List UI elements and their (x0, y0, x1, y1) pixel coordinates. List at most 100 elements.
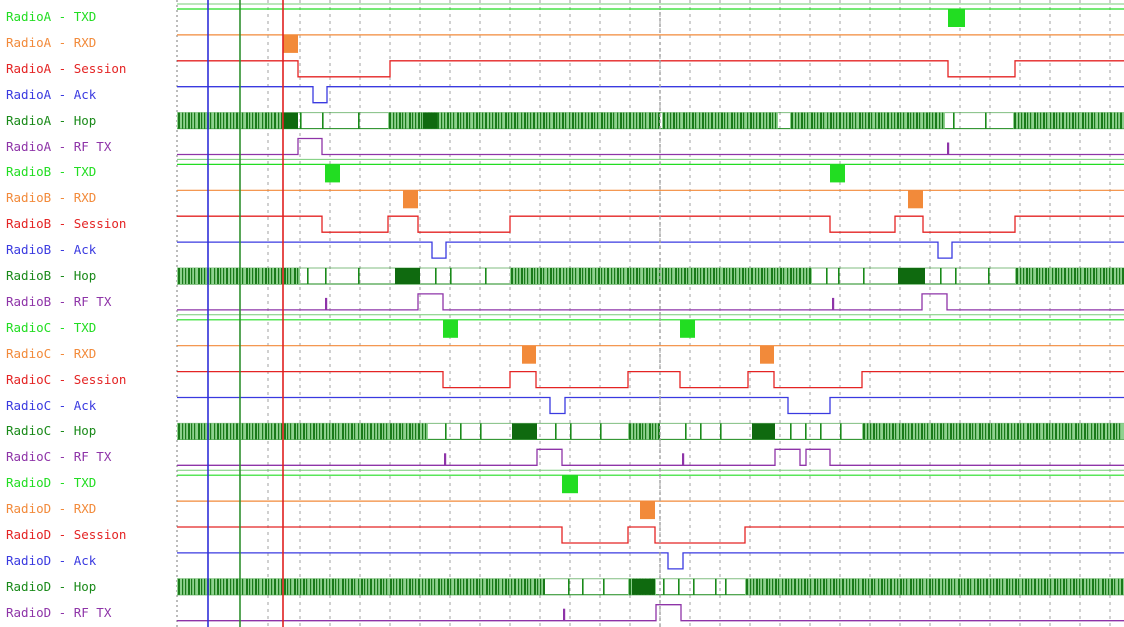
hop-single-tick[interactable] (940, 268, 942, 284)
hop-dense-block[interactable] (283, 112, 298, 129)
signal-label-radiob-hop[interactable]: RadioB - Hop (6, 268, 97, 283)
hop-single-tick[interactable] (600, 423, 602, 440)
hop-single-tick[interactable] (460, 423, 462, 440)
hop-single-tick[interactable] (322, 112, 324, 129)
trace-radiod-rf-tx[interactable] (177, 604, 1124, 622)
data-pulse[interactable] (522, 345, 536, 364)
signal-label-radiob-rxd[interactable]: RadioB - RXD (6, 190, 97, 206)
signal-label-radioc-txd[interactable]: RadioC - TXD (6, 319, 97, 335)
hop-burst[interactable] (177, 578, 545, 595)
hop-burst[interactable] (1013, 112, 1124, 129)
trace-radiob-rf-tx[interactable] (177, 293, 1124, 311)
hop-single-tick[interactable] (485, 268, 487, 284)
rf-spike[interactable] (682, 453, 685, 466)
trace-radioc-txd[interactable] (177, 319, 1124, 338)
signal-label-radioa-rxd[interactable]: RadioA - RXD (6, 34, 97, 50)
hop-burst[interactable] (862, 423, 1124, 440)
hop-dense-block[interactable] (632, 578, 655, 595)
hop-single-tick[interactable] (325, 268, 327, 284)
hop-single-tick[interactable] (685, 423, 687, 440)
hop-single-tick[interactable] (603, 578, 605, 595)
signal-label-radioa-rf-tx[interactable]: RadioA - RF TX (6, 138, 112, 154)
hop-single-tick[interactable] (358, 112, 360, 129)
signal-label-radiob-txd[interactable]: RadioB - TXD (6, 164, 97, 180)
hop-dense-block[interactable] (395, 268, 420, 284)
trace-radiob-rxd[interactable] (177, 189, 1124, 209)
hop-single-tick[interactable] (663, 578, 665, 595)
data-pulse[interactable] (830, 164, 845, 183)
rf-spike[interactable] (444, 453, 447, 466)
trace-radioa-rf-tx[interactable] (177, 137, 1124, 156)
hop-single-tick[interactable] (568, 578, 570, 595)
rf-spike[interactable] (325, 297, 328, 310)
hop-single-tick[interactable] (790, 423, 792, 440)
hop-burst[interactable] (177, 423, 428, 440)
signal-label-radioc-hop[interactable]: RadioC - Hop (6, 423, 97, 439)
signal-label-radioa-hop[interactable]: RadioA - Hop (6, 112, 97, 128)
signal-label-radioc-session[interactable]: RadioC - Session (6, 371, 127, 387)
data-pulse[interactable] (680, 319, 695, 338)
data-pulse[interactable] (403, 190, 418, 209)
hop-single-tick[interactable] (435, 268, 437, 284)
hop-burst[interactable] (662, 112, 778, 129)
hop-single-tick[interactable] (570, 423, 572, 440)
hop-single-tick[interactable] (358, 268, 360, 284)
signal-label-radiob-rf-tx[interactable]: RadioB - RF TX (6, 293, 112, 309)
trace-radiod-rxd[interactable] (177, 500, 1124, 520)
hop-single-tick[interactable] (700, 423, 702, 440)
hop-burst[interactable] (1015, 268, 1124, 284)
trace-radiob-txd[interactable] (177, 163, 1124, 183)
hop-burst[interactable] (745, 578, 1124, 595)
trace-radioc-session[interactable] (177, 370, 1124, 389)
hop-single-tick[interactable] (838, 268, 840, 284)
hop-single-tick[interactable] (953, 112, 955, 129)
trace-radiod-session[interactable] (177, 526, 1124, 544)
trace-radiod-txd[interactable] (177, 474, 1124, 494)
signal-label-radiob-ack[interactable]: RadioB - Ack (6, 242, 97, 258)
data-pulse[interactable] (948, 9, 965, 27)
hop-burst[interactable] (790, 112, 945, 129)
signal-label-radiod-ack[interactable]: RadioD - Ack (6, 552, 97, 568)
trace-radioa-session[interactable] (177, 60, 1124, 78)
hop-single-tick[interactable] (820, 423, 822, 440)
hop-dense-block[interactable] (423, 112, 437, 129)
hop-burst[interactable] (177, 268, 300, 284)
hop-dense-block[interactable] (752, 423, 775, 440)
data-pulse[interactable] (640, 501, 655, 520)
signal-label-radiod-session[interactable]: RadioD - Session (6, 527, 127, 542)
rf-spike[interactable] (947, 142, 950, 155)
trace-radiob-hop[interactable] (177, 267, 1124, 285)
hop-burst[interactable] (177, 112, 283, 129)
signal-label-radioc-rxd[interactable]: RadioC - RXD (6, 345, 97, 361)
hop-single-tick[interactable] (300, 112, 302, 129)
data-pulse[interactable] (908, 190, 923, 209)
trace-radiod-ack[interactable] (177, 552, 1124, 570)
hop-single-tick[interactable] (582, 578, 584, 595)
hop-single-tick[interactable] (985, 112, 987, 129)
hop-single-tick[interactable] (988, 268, 990, 284)
signal-label-radiod-hop[interactable]: RadioD - Hop (6, 578, 97, 594)
data-pulse[interactable] (443, 319, 458, 338)
signal-label-radiob-session[interactable]: RadioB - Session (6, 216, 127, 232)
trace-radioc-ack[interactable] (177, 396, 1124, 415)
trace-radiob-ack[interactable] (177, 241, 1124, 259)
data-pulse[interactable] (760, 345, 774, 364)
data-pulse[interactable] (562, 475, 578, 494)
trace-radioc-hop[interactable] (177, 422, 1124, 440)
hop-single-tick[interactable] (678, 578, 680, 595)
hop-burst[interactable] (628, 423, 660, 440)
hop-single-tick[interactable] (955, 268, 957, 284)
trace-radioc-rf-tx[interactable] (177, 448, 1124, 466)
rf-spike[interactable] (563, 608, 566, 621)
hop-dense-block[interactable] (512, 423, 537, 440)
trace-radioa-ack[interactable] (177, 86, 1124, 104)
hop-single-tick[interactable] (805, 423, 807, 440)
hop-single-tick[interactable] (840, 423, 842, 440)
hop-single-tick[interactable] (480, 423, 482, 440)
hop-single-tick[interactable] (725, 578, 727, 595)
hop-single-tick[interactable] (450, 268, 452, 284)
trace-radioc-rxd[interactable] (177, 345, 1124, 364)
hop-single-tick[interactable] (720, 423, 722, 440)
hop-dense-block[interactable] (898, 268, 925, 284)
